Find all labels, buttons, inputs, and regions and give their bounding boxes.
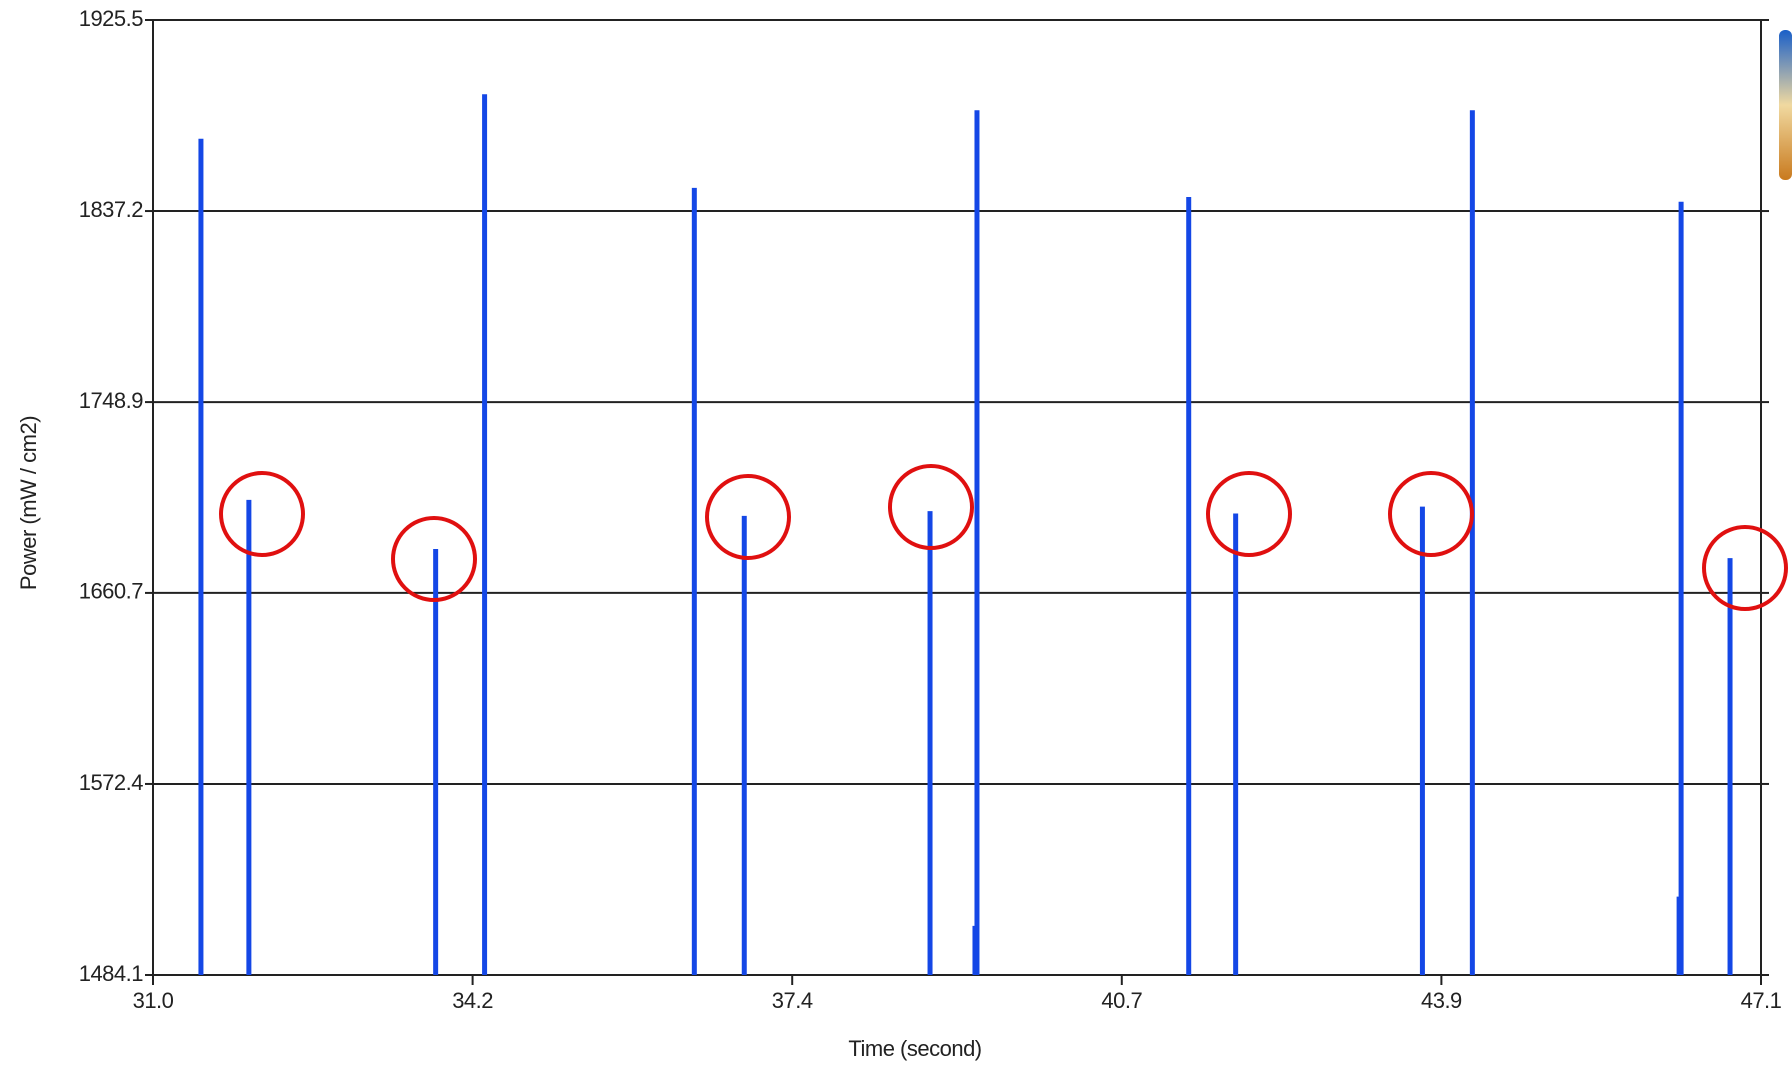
page: {"chart_data": { "type": "stem", "x_labe… [0, 0, 1792, 1066]
x-tick-label: 40.7 [1101, 988, 1142, 1013]
x-tick-label: 47.1 [1741, 988, 1782, 1013]
y-tick-label: 1837.2 [79, 197, 144, 222]
y-tick-label: 1660.7 [79, 579, 144, 604]
x-tick-label: 31.0 [133, 988, 174, 1013]
highlight-circle [707, 476, 789, 558]
y-tick-label: 1925.5 [79, 6, 144, 31]
highlight-circle [221, 473, 303, 555]
y-tick-label: 1572.4 [79, 770, 144, 795]
annotations [221, 466, 1786, 609]
x-axis-label: Time (second) [848, 1036, 981, 1061]
y-tick-label: 1748.9 [79, 388, 144, 413]
highlight-circle [1208, 473, 1290, 555]
plot-frame [153, 20, 1761, 975]
background-image-fragment [1779, 30, 1792, 180]
x-tick-label: 43.9 [1421, 988, 1462, 1013]
y-tick-label: 1484.1 [79, 961, 144, 986]
highlight-circle [1704, 527, 1786, 609]
chart: 1484.1 1572.4 1660.7 1748.9 1837.2 1925.5 31.0… [0, 0, 1792, 1066]
y-axis-label: Power (mW / cm2) [16, 416, 41, 590]
x-tick-label: 37.4 [772, 988, 813, 1013]
highlight-circle [1390, 473, 1472, 555]
x-tick-label: 34.2 [452, 988, 493, 1013]
marks [201, 94, 1730, 975]
